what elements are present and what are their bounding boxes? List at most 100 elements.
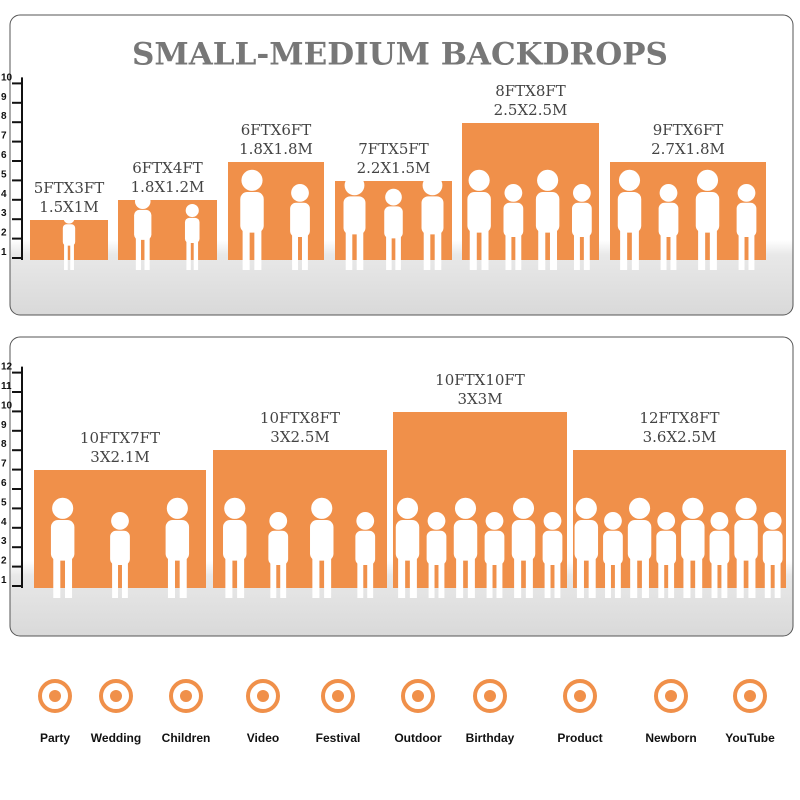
- ruler-label: 10: [1, 400, 13, 411]
- title: SMALL-MEDIUM BACKDROPS: [132, 37, 668, 73]
- figure-leg: [641, 556, 649, 598]
- use-icon-dot: [574, 690, 586, 702]
- figure-body: [574, 520, 599, 561]
- ruler-label: 11: [1, 381, 12, 392]
- figure-head: [485, 512, 504, 530]
- use-label: Children: [162, 731, 211, 745]
- ruler-label: 3: [1, 536, 7, 547]
- figure-head: [468, 169, 490, 191]
- figure-leg: [496, 561, 503, 598]
- figure-head: [737, 184, 756, 202]
- figure-leg: [292, 233, 299, 270]
- ruler-label: 5: [1, 169, 7, 180]
- backdrop-size-ft: 5FTX3FT: [34, 179, 105, 197]
- backdrop: [393, 412, 567, 588]
- figure-leg: [738, 233, 745, 270]
- backdrop-size-m: 3X2.5M: [270, 428, 329, 446]
- backdrop-size-m: 2.5X2.5M: [494, 101, 568, 119]
- figure-leg: [544, 561, 551, 598]
- figure-leg: [386, 235, 392, 270]
- figure-leg: [438, 561, 445, 598]
- figure-head: [311, 497, 333, 519]
- figure-head: [385, 188, 402, 206]
- use-icon-dot: [180, 690, 192, 702]
- figure-head: [512, 497, 535, 519]
- figure-leg: [467, 556, 475, 598]
- figure-head: [52, 497, 74, 519]
- figure-body: [395, 520, 420, 561]
- figure-leg: [53, 556, 61, 598]
- figure-leg: [357, 561, 364, 598]
- backdrop-size-m: 1.8X1.8M: [239, 140, 313, 158]
- use-label: Party: [40, 731, 70, 745]
- figure-head: [63, 212, 75, 224]
- use-label: Birthday: [466, 731, 515, 745]
- figure-leg: [576, 556, 584, 598]
- figure-leg: [549, 228, 558, 270]
- figure-head: [269, 512, 288, 530]
- figure-body: [542, 530, 563, 565]
- figure-leg: [660, 233, 667, 270]
- use-label: Product: [557, 731, 602, 745]
- figure-head: [134, 193, 151, 210]
- ruler-label: 8: [1, 439, 7, 450]
- figure-leg: [525, 556, 533, 598]
- figure-head: [454, 497, 477, 519]
- figure-body: [681, 520, 705, 561]
- backdrop-size-ft: 7FTX5FT: [358, 140, 429, 158]
- ruler-label: 3: [1, 208, 7, 219]
- figure-leg: [428, 561, 435, 598]
- figure-body: [762, 530, 783, 565]
- figure-body: [426, 530, 447, 565]
- backdrop-size-ft: 10FTX7FT: [80, 429, 160, 447]
- figure-leg: [469, 228, 477, 270]
- figure-head: [224, 497, 246, 519]
- figure-body: [603, 530, 623, 565]
- figure-leg: [668, 561, 675, 598]
- figure-head: [710, 512, 729, 530]
- figure-leg: [583, 233, 590, 270]
- use-icon: [246, 679, 280, 713]
- figure-leg: [456, 556, 464, 598]
- figure-body: [709, 530, 730, 565]
- figure-leg: [167, 556, 175, 598]
- backdrop-size-ft: 12FTX8FT: [639, 409, 719, 427]
- backdrop-size-m: 1.8X1.2M: [131, 178, 205, 196]
- ruler-label: 2: [1, 556, 7, 567]
- figure-leg: [367, 561, 374, 598]
- backdrop-size-ft: 8FTX8FT: [495, 82, 566, 100]
- figure-head: [618, 169, 641, 191]
- figure-leg: [631, 228, 639, 270]
- figure-head: [537, 169, 559, 191]
- figure-leg: [554, 561, 561, 598]
- figure-leg: [736, 556, 744, 598]
- ruler-label: 4: [1, 517, 7, 528]
- backdrop-size-ft: 6FTX6FT: [241, 121, 312, 139]
- use-icon-dot: [332, 690, 344, 702]
- figure-leg: [237, 556, 245, 598]
- use-icon: [321, 679, 355, 713]
- figure-head: [659, 184, 678, 202]
- use-icon-dot: [257, 690, 269, 702]
- figure-body: [62, 224, 76, 246]
- figure-leg: [695, 556, 703, 598]
- use-label: Wedding: [91, 731, 141, 745]
- figure-leg: [711, 561, 718, 598]
- figure-leg: [254, 228, 262, 270]
- figure-leg: [620, 228, 628, 270]
- use-label: Festival: [316, 731, 361, 745]
- figure-leg: [179, 556, 187, 598]
- ruler-label: 9: [1, 92, 7, 103]
- figure-leg: [515, 233, 522, 270]
- figure-head: [111, 512, 129, 530]
- figure-head: [543, 512, 562, 530]
- use-label: Outdoor: [394, 731, 442, 745]
- figure-leg: [709, 228, 717, 270]
- backdrop-size-m: 2.7X1.8M: [651, 140, 725, 158]
- figure-leg: [70, 243, 74, 270]
- figure-body: [734, 520, 758, 561]
- figure-leg: [225, 556, 233, 598]
- ruler-label: 5: [1, 497, 7, 508]
- use-label: Video: [247, 731, 279, 745]
